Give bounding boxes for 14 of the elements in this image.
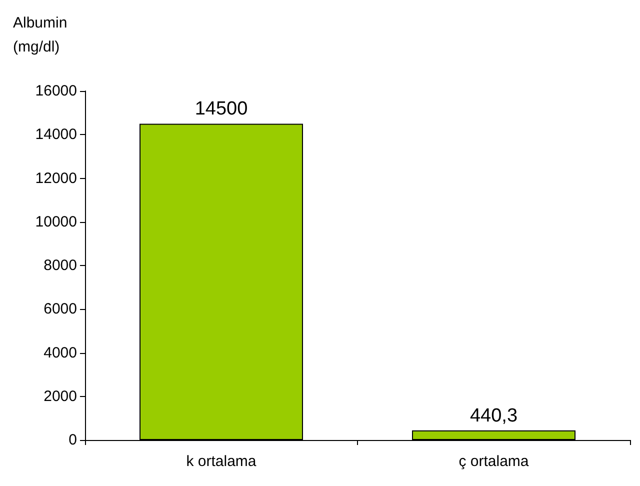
y-tick-label: 16000 xyxy=(35,82,77,100)
y-tick-label: 0 xyxy=(68,432,77,448)
y-tick-label: 2000 xyxy=(44,388,77,405)
y-tick-label: 8000 xyxy=(44,257,77,274)
y-tick-label: 12000 xyxy=(35,170,77,187)
y-tick-label: 10000 xyxy=(35,213,77,230)
data-label: 440,3 xyxy=(470,405,518,426)
y-tick-label: 6000 xyxy=(44,300,77,318)
y-tick-label: 4000 xyxy=(44,344,77,362)
x-tick-label: ç ortalama xyxy=(458,453,530,470)
y-axis-title: Albumin (mg/dl) xyxy=(13,14,68,56)
data-label: 14500 xyxy=(194,98,248,120)
x-tick-label: k ortalama xyxy=(186,453,257,470)
y-tick-label: 14000 xyxy=(35,126,77,144)
